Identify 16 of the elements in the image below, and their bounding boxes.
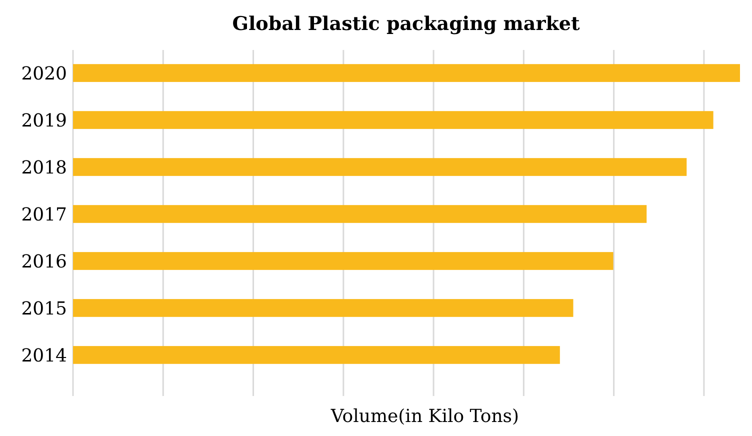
bar <box>73 252 614 270</box>
x-axis-title: Volume(in Kilo Tons) <box>330 406 520 427</box>
chart-title: Global Plastic packaging market <box>232 13 580 35</box>
y-tick-label: 2016 <box>21 251 67 272</box>
y-tick-label: 2020 <box>21 63 67 84</box>
y-tick-label: 2019 <box>21 110 67 132</box>
bar <box>73 64 740 82</box>
y-tick-label: 2018 <box>21 157 67 178</box>
y-tick-label: 2014 <box>21 345 67 366</box>
y-tick-label: 2015 <box>21 298 67 320</box>
y-tick-label: 2017 <box>21 204 67 226</box>
bar <box>73 158 687 176</box>
bar <box>73 299 574 317</box>
bar <box>73 205 647 223</box>
bar <box>73 111 714 129</box>
bar <box>73 346 560 364</box>
